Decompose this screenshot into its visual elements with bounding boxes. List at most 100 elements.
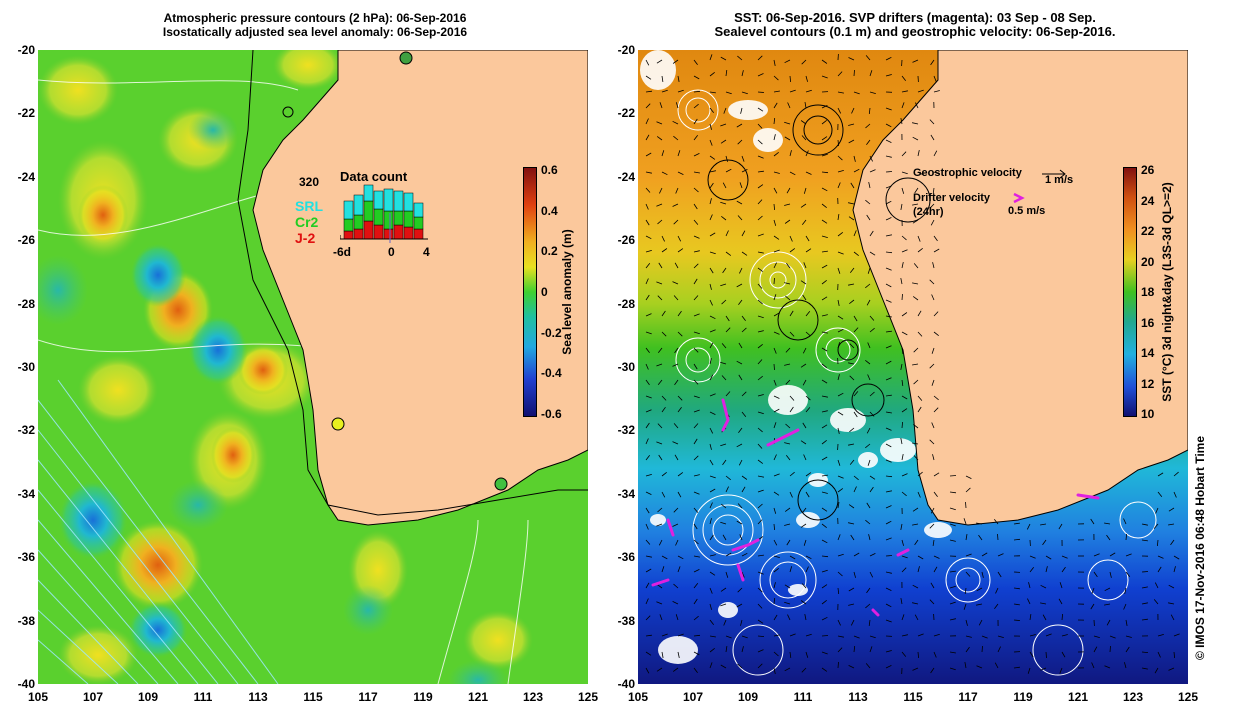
right-colorbar-tick: 12 [1141,376,1155,391]
right-x-tick: 107 [682,690,704,704]
right-y-tick: -20 [617,43,635,57]
left-y-tick: -40 [17,677,35,691]
right-colorbar-tick: 20 [1141,254,1155,269]
right-x-tick: 111 [793,690,813,704]
right-y-tick: -28 [617,296,635,311]
left-y-tick: -32 [17,423,35,438]
right-map [638,50,1188,684]
inset-title: Data count [340,169,408,184]
right-colorbar-tick: 10 [1141,407,1155,421]
inset-bar [363,184,374,202]
left-x-tick: 123 [522,690,544,704]
inset-bar [403,192,414,212]
inset-bar-chart [340,183,428,243]
right-colorbar-tick: 16 [1141,315,1155,330]
right-colorbar-tick: 22 [1141,224,1155,238]
inset-bar [373,224,384,240]
left-y-tick: -24 [17,169,35,184]
inset-bar [343,200,354,220]
left-colorbar-tick: -0.4 [541,366,562,381]
left-map [38,50,588,684]
left-colorbar [523,167,537,417]
left-colorbar-tick: -0.2 [541,325,562,340]
left-x-tick: 113 [248,690,268,704]
inset-bar [393,224,404,240]
land-mass-right [852,50,1188,526]
inset-series-cr2: Cr2 [295,214,319,230]
right-y-tick: -36 [617,550,635,565]
land-mass [252,50,588,526]
left-y-tick: -30 [17,360,35,374]
right-y-tick: -26 [617,233,635,248]
drifter-legend-label: Drifter velocity [913,192,991,204]
left-x-tick: 125 [577,690,599,704]
inset-bar [363,200,374,222]
inset-bar [373,190,384,210]
right-y-tick: -22 [617,106,635,121]
inset-bar [403,226,414,240]
inset-x-label-zero: 0 [388,245,395,259]
right-colorbar-tick: 18 [1141,285,1155,299]
right-y-tick: -24 [617,169,635,184]
right-x-tick: 125 [1177,690,1199,704]
inset-bar [413,202,424,218]
right-y-tick: -32 [617,423,635,438]
inset-max-label: 320 [299,175,320,189]
geostrophic-arrow-icon [1042,169,1066,179]
left-y-tick: -20 [17,43,35,57]
left-x-tick: 111 [193,690,213,704]
right-colorbar-tick: 14 [1141,346,1155,360]
right-y-tick: -38 [617,613,635,628]
inset-series-srl: SRL [295,198,323,214]
left-colorbar-tick: 0.2 [541,244,558,259]
inset-bar [363,220,374,240]
right-x-tick: 115 [903,690,923,704]
inset-bar [383,210,394,230]
left-colorbar-tick: 0.6 [541,163,558,177]
drifter-legend-scale: 0.5 m/s [1008,205,1046,217]
right-x-tick: 123 [1122,690,1144,704]
left-x-tick: 107 [82,690,104,704]
right-x-tick: 117 [958,690,978,704]
right-x-tick: 113 [848,690,868,704]
left-x-tick: 121 [467,690,489,704]
right-colorbar-tick: 26 [1141,163,1155,177]
left-title-line2: Isostatically adjusted sea level anomaly… [162,25,468,39]
left-y-tick: -38 [17,613,35,628]
left-colorbar-label: Sea level anomaly (m) [560,229,574,355]
inset-bar [343,218,354,232]
right-x-tick: 105 [627,690,649,704]
right-title: SST: 06-Sep-2016. SVP drifters (magenta)… [655,11,1175,39]
right-x-tick: 119 [1013,690,1033,704]
inset-bar [373,208,384,226]
left-title: Atmospheric pressure contours (2 hPa): 0… [90,11,540,39]
geostrophic-legend-scale: 1 m/s [1045,174,1074,186]
left-x-tick: 119 [413,690,433,704]
geostrophic-legend-label: Geostrophic velocity [913,167,1022,179]
drifter-arrow-icon [1013,192,1025,204]
inset-bar [353,228,364,240]
inset-x-label-end: 4 [423,245,430,259]
inset-bar [383,188,394,212]
inset-bar [343,230,354,240]
left-y-tick: -34 [17,486,35,501]
left-y-tick: -26 [17,233,35,248]
right-title-line1: SST: 06-Sep-2016. SVP drifters (magenta)… [734,10,1096,25]
inset-bar [393,190,404,212]
inset-bar [403,210,414,228]
left-x-tick: 117 [358,690,378,704]
inset-bar [353,214,364,230]
right-y-tick: -34 [617,486,635,501]
left-y-tick: -28 [17,296,35,311]
credit-text: © IMOS 17-Nov-2016 06:48 Hobart Time [1193,435,1207,661]
left-x-tick: 109 [137,690,159,704]
left-x-tick: 105 [27,690,49,704]
inset-bar [353,194,364,216]
right-colorbar [1123,167,1137,417]
right-colorbar-tick: 24 [1141,193,1155,208]
inset-x-label-start: -6d [333,245,351,259]
left-title-line1: Atmospheric pressure contours (2 hPa): 0… [163,11,467,25]
right-x-tick: 121 [1067,690,1089,704]
right-y-tick: -30 [617,360,635,374]
inset-bar [383,228,394,240]
